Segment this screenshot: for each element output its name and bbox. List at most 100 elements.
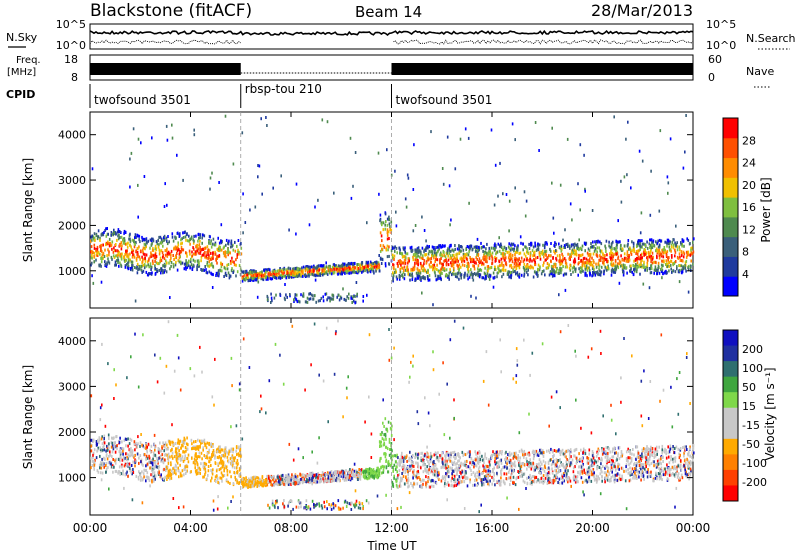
power-colorbar-label: Power [dB]: [759, 177, 773, 242]
echo-cell: [103, 466, 105, 469]
echo-cell: [449, 184, 451, 187]
echo-cell: [219, 242, 221, 245]
echo-cell: [272, 187, 274, 190]
echo-cell: [232, 260, 234, 263]
echo-cell: [667, 175, 669, 178]
echo-cell: [437, 275, 439, 278]
echo-cell: [287, 505, 289, 508]
echo-cell: [380, 457, 382, 460]
echo-cell: [91, 250, 93, 253]
echo-cell: [503, 265, 505, 268]
echo-cell: [215, 258, 217, 261]
echo-cell: [507, 273, 509, 276]
echo-cell: [560, 184, 562, 187]
echo-cell: [331, 508, 333, 511]
echo-cell: [201, 237, 203, 240]
echo-cell: [297, 300, 299, 303]
echo-cell: [401, 452, 403, 455]
echo-cell: [180, 238, 182, 241]
echo-cell: [242, 131, 244, 134]
echo-cell: [107, 233, 109, 236]
echo-cell: [113, 247, 115, 250]
echo-cell: [306, 275, 308, 278]
echo-cell: [119, 456, 121, 459]
echo-cell: [559, 458, 561, 461]
echo-cell: [155, 254, 157, 257]
echo-cell: [560, 247, 562, 250]
echo-cell: [626, 507, 628, 510]
echo-cell: [195, 440, 197, 443]
echo-cell: [425, 239, 427, 242]
echo-cell: [345, 299, 347, 302]
echo-cell: [492, 257, 494, 260]
echo-cell: [368, 396, 370, 399]
echo-cell: [583, 262, 585, 265]
echo-cell: [537, 478, 539, 481]
echo-cell: [356, 281, 358, 284]
echo-cell: [212, 255, 214, 258]
echo-cell: [337, 273, 339, 276]
echo-cell: [323, 380, 325, 383]
echo-cell: [221, 249, 223, 252]
echo-cell: [150, 268, 152, 271]
echo-cell: [514, 186, 516, 189]
echo-cell: [440, 277, 442, 280]
echo-cell: [371, 456, 373, 459]
echo-cell: [379, 270, 381, 273]
echo-cell: [184, 267, 186, 270]
echo-cell: [498, 236, 500, 239]
echo-cell: [162, 256, 164, 259]
echo-cell: [626, 266, 628, 269]
echo-cell: [448, 278, 450, 281]
echo-cell: [653, 464, 655, 467]
echo-cell: [539, 266, 541, 269]
echo-cell: [217, 481, 219, 484]
echo-cell: [491, 262, 493, 265]
echo-cell: [570, 202, 572, 205]
echo-cell: [321, 264, 323, 267]
nsky-tick-low: 10^0: [56, 39, 86, 52]
echo-cell: [150, 262, 152, 265]
echo-cell: [168, 320, 170, 323]
echo-cell: [361, 262, 363, 265]
echo-cell: [647, 256, 649, 259]
echo-cell: [405, 476, 407, 479]
echo-cell: [109, 238, 111, 241]
echo-cell: [148, 259, 150, 262]
echo-cell: [494, 247, 496, 250]
echo-cell: [452, 451, 454, 454]
echo-cell: [284, 297, 286, 300]
echo-cell: [538, 149, 540, 152]
echo-cell: [144, 256, 146, 259]
echo-cell: [129, 244, 131, 247]
echo-cell: [628, 248, 630, 251]
echo-cell: [438, 393, 440, 396]
echo-cell: [651, 462, 653, 465]
echo-cell: [676, 267, 678, 270]
echo-cell: [108, 260, 110, 263]
nsearch-label: N.Search: [746, 32, 796, 45]
echo-cell: [106, 235, 108, 238]
echo-cell: [354, 271, 356, 274]
echo-cell: [92, 464, 94, 467]
echo-cell: [580, 259, 582, 262]
echo-cell: [126, 243, 128, 246]
echo-cell: [424, 269, 426, 272]
echo-cell: [483, 245, 485, 248]
echo-cell: [644, 266, 646, 269]
echo-cell: [137, 247, 139, 250]
echo-cell: [454, 475, 456, 478]
echo-cell: [446, 383, 448, 386]
echo-cell: [490, 275, 492, 278]
echo-cell: [120, 264, 122, 267]
echo-cell: [171, 477, 173, 480]
echo-cell: [446, 498, 448, 501]
echo-cell: [399, 469, 401, 472]
echo-cell: [184, 263, 186, 266]
echo-cell: [551, 265, 553, 268]
echo-cell: [339, 268, 341, 271]
echo-cell: [506, 263, 508, 266]
echo-cell: [483, 478, 485, 481]
echo-cell: [95, 259, 97, 262]
echo-cell: [141, 470, 143, 473]
